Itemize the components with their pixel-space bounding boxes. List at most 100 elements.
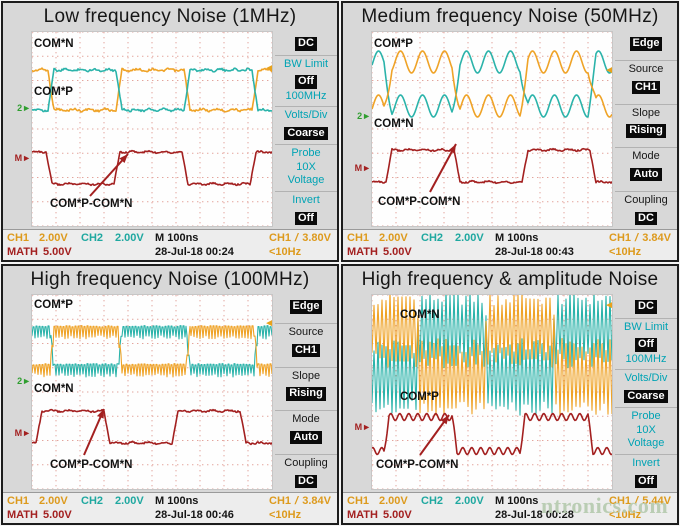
status-bar: CH1 2.00V CH2 2.00V M 100ns CH1 / 3.80V … bbox=[3, 229, 337, 260]
menu-item-dc[interactable]: DC bbox=[295, 474, 317, 488]
menu-item-100mhz[interactable]: 100MHz bbox=[625, 352, 667, 365]
menu-item-coarse[interactable]: Coarse bbox=[624, 389, 668, 404]
side-menu: Edge Source CH1 Slope Rising Mode Auto Coupling… bbox=[275, 293, 337, 492]
waveform-com-n-ch1 bbox=[372, 295, 612, 416]
menu-item-off[interactable]: Off bbox=[635, 474, 657, 488]
menu-item-mode[interactable]: Mode bbox=[632, 150, 660, 163]
channel-marker-m[interactable]: M► bbox=[355, 162, 371, 174]
menu-item-ch1[interactable]: CH1 bbox=[631, 80, 660, 95]
channel-marker-m[interactable]: M► bbox=[15, 427, 31, 439]
menu-item-dc[interactable]: DC bbox=[635, 211, 657, 225]
menu-item-volts-div[interactable]: Volts/Div bbox=[624, 372, 668, 385]
menu-group: Edge bbox=[615, 31, 677, 54]
trace-label-com-p: COM*P bbox=[34, 86, 73, 98]
menu-item-auto[interactable]: Auto bbox=[290, 430, 322, 445]
menu-item-10x[interactable]: 10X bbox=[296, 160, 316, 173]
timebase: M 100ns bbox=[495, 495, 539, 507]
channel-marker-m[interactable]: M► bbox=[355, 421, 371, 433]
menu-item-off[interactable]: Off bbox=[295, 211, 317, 225]
menu-item-volts-div[interactable]: Volts/Div bbox=[284, 109, 328, 122]
trigger-source: CH1 bbox=[609, 495, 632, 507]
menu-item-coupling[interactable]: Coupling bbox=[284, 457, 328, 469]
channel-marker-2[interactable]: 2► bbox=[17, 375, 31, 387]
menu-item-100mhz[interactable]: 100MHz bbox=[285, 89, 327, 102]
math-volts-div: 5.00V bbox=[43, 509, 72, 521]
trigger-level-marker-icon[interactable]: ◄ bbox=[604, 300, 614, 311]
channel-marker-2[interactable]: 2► bbox=[357, 110, 371, 122]
menu-group: Probe 10X Voltage bbox=[275, 144, 337, 190]
datetime: 28-Jul-18 00:28 bbox=[495, 509, 574, 521]
annotation-arrow bbox=[429, 143, 457, 193]
scope-screen: COM*P COM*N COM*P-COM*N ◄ bbox=[31, 294, 274, 490]
ch2-label: CH2 bbox=[421, 495, 444, 507]
math-label: MATH bbox=[7, 246, 38, 258]
ch2-volts-div: 2.00V bbox=[455, 232, 484, 244]
menu-item-bw-limit[interactable]: BW Limit bbox=[624, 320, 668, 333]
menu-item-voltage[interactable]: Voltage bbox=[627, 437, 665, 450]
watermark: ntronics.com bbox=[541, 493, 669, 518]
math-label: MATH bbox=[347, 246, 378, 258]
trigger-level-marker-icon[interactable]: ◄ bbox=[604, 65, 614, 76]
menu-group: Volts/Div Coarse bbox=[615, 369, 677, 406]
waveform-com-n-ch1 bbox=[32, 325, 272, 378]
menu-item-bw-limit[interactable]: BW Limit bbox=[284, 57, 328, 70]
menu-item-edge[interactable]: Edge bbox=[629, 37, 663, 51]
timebase: M 100ns bbox=[495, 232, 539, 244]
menu-item-coarse[interactable]: Coarse bbox=[284, 126, 328, 141]
menu-item-dc[interactable]: DC bbox=[635, 300, 657, 314]
trigger-frequency: <10Hz bbox=[269, 246, 302, 258]
status-bar: CH1 2.00V CH2 2.00V M 100ns CH1 / 3.84V … bbox=[343, 229, 677, 260]
waveform-com-p-ch2 bbox=[32, 325, 272, 378]
menu-item-source[interactable]: Source bbox=[628, 63, 664, 76]
menu-item-mode[interactable]: Mode bbox=[292, 413, 320, 426]
channel-marker-m[interactable]: M► bbox=[15, 152, 31, 164]
trigger-readout: CH1 / 5.44V bbox=[609, 495, 671, 507]
menu-group: Coupling DC bbox=[275, 454, 337, 491]
menu-item-rising[interactable]: Rising bbox=[286, 387, 326, 401]
menu-item-10x[interactable]: 10X bbox=[636, 423, 656, 436]
math-label: MATH bbox=[7, 509, 38, 521]
menu-group: Slope Rising bbox=[275, 366, 337, 404]
trigger-level-marker-icon[interactable]: ◄ bbox=[264, 318, 274, 329]
menu-item-source[interactable]: Source bbox=[288, 326, 324, 339]
channel-marker-label: 2 bbox=[17, 103, 23, 113]
menu-item-dc[interactable]: DC bbox=[295, 37, 317, 51]
math-volts-div: 5.00V bbox=[383, 246, 412, 258]
menu-item-probe[interactable]: Probe bbox=[631, 410, 661, 423]
rising-edge-icon: / bbox=[293, 495, 300, 507]
waveform-com-p-ch2 bbox=[372, 295, 612, 416]
menu-item-edge[interactable]: Edge bbox=[289, 300, 323, 314]
trace-label-com-n: COM*N bbox=[374, 118, 414, 130]
menu-item-voltage[interactable]: Voltage bbox=[287, 174, 325, 187]
marker-arrow-icon: ► bbox=[22, 376, 31, 386]
timebase: M 100ns bbox=[155, 495, 199, 507]
menu-item-coupling[interactable]: Coupling bbox=[624, 194, 668, 206]
math-trace-label: COM*P-COM*N bbox=[50, 459, 133, 471]
marker-arrow-icon: ► bbox=[22, 103, 31, 113]
menu-item-off[interactable]: Off bbox=[635, 338, 657, 352]
trace-label-com-p: COM*P bbox=[34, 299, 73, 311]
channel-marker-label: 2 bbox=[17, 376, 23, 386]
waveform-plot bbox=[372, 295, 612, 489]
menu-item-rising[interactable]: Rising bbox=[626, 124, 666, 138]
menu-item-probe[interactable]: Probe bbox=[291, 147, 321, 160]
marker-gutter: M► bbox=[343, 294, 371, 488]
ch1-volts-div: 2.00V bbox=[379, 232, 408, 244]
channel-marker-2[interactable]: 2► bbox=[17, 102, 31, 114]
menu-item-ch1[interactable]: CH1 bbox=[291, 343, 320, 358]
ch1-label: CH1 bbox=[7, 495, 30, 507]
marker-arrow-icon: ► bbox=[22, 153, 31, 163]
menu-item-invert[interactable]: Invert bbox=[632, 457, 660, 469]
annotation-arrowhead bbox=[440, 415, 449, 425]
menu-item-off[interactable]: Off bbox=[295, 75, 317, 89]
marker-gutter: 2► M► bbox=[3, 31, 31, 225]
menu-group: Coupling DC bbox=[615, 191, 677, 228]
side-menu: DC BW Limit Off 100MHz Volts/Div Coarse Probe 1… bbox=[615, 293, 677, 492]
scope-screen: COM*N COM*P COM*P-COM*N ◄ bbox=[371, 294, 614, 490]
menu-item-slope[interactable]: Slope bbox=[631, 106, 661, 119]
menu-item-invert[interactable]: Invert bbox=[292, 194, 320, 206]
trigger-level-marker-icon[interactable]: ◄ bbox=[264, 63, 274, 74]
menu-item-slope[interactable]: Slope bbox=[291, 369, 321, 382]
trigger-frequency: <10Hz bbox=[609, 246, 642, 258]
menu-item-auto[interactable]: Auto bbox=[630, 167, 662, 182]
